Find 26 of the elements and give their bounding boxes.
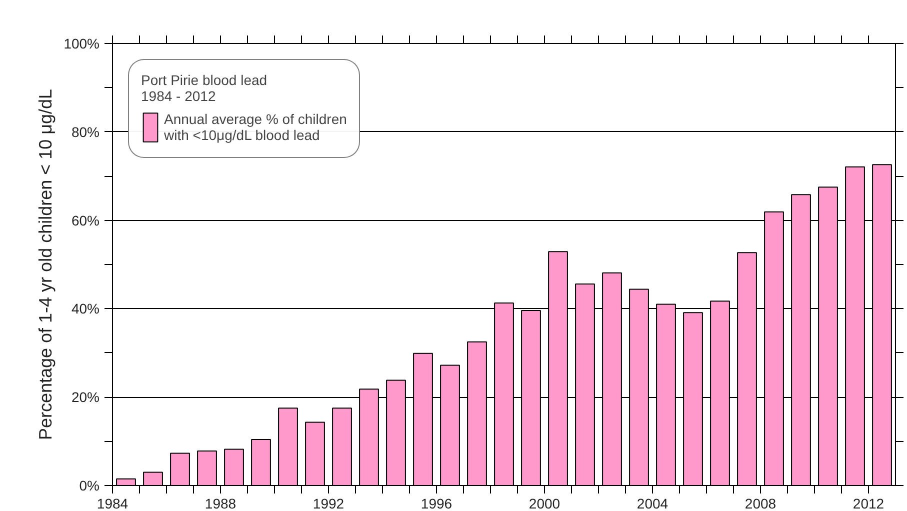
x-tick-label: 1996 (420, 496, 452, 511)
y-tick-label: 80% (71, 124, 100, 140)
bar (116, 478, 136, 486)
x-tick-label: 1992 (312, 496, 344, 511)
y-tick-label: 0% (79, 478, 100, 494)
bar (332, 408, 352, 486)
bar (170, 452, 190, 486)
y-tick-label: 20% (71, 389, 100, 406)
bar (305, 422, 325, 486)
y-tick-label: 60% (71, 212, 100, 228)
y-axis-title: Percentage of 1-4 yr old children < 10 μg/dL (36, 88, 56, 440)
x-tick-label: 2000 (528, 496, 560, 511)
y-tick-label: 40% (71, 300, 100, 317)
bar (251, 439, 271, 486)
x-tick-label: 1988 (204, 496, 236, 511)
legend-label: Annual average % of children with <10μg/dL blood lead (164, 111, 347, 143)
x-tick-label: 1984 (96, 496, 128, 511)
bar (143, 472, 163, 486)
bar (197, 450, 217, 486)
legend-title: Port Pirie blood lead 1984 - 2012 (141, 72, 268, 104)
x-tick-label: 2004 (636, 496, 668, 511)
bar (278, 408, 298, 486)
x-tick-label: 2012 (852, 496, 884, 511)
bar (224, 448, 244, 486)
y-tick-label: 100% (64, 36, 100, 52)
x-tick-label: 2008 (744, 496, 776, 511)
